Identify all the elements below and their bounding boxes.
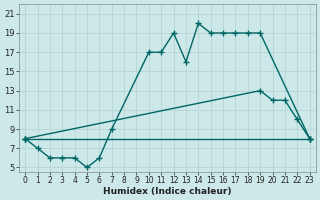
X-axis label: Humidex (Indice chaleur): Humidex (Indice chaleur) [103,187,232,196]
